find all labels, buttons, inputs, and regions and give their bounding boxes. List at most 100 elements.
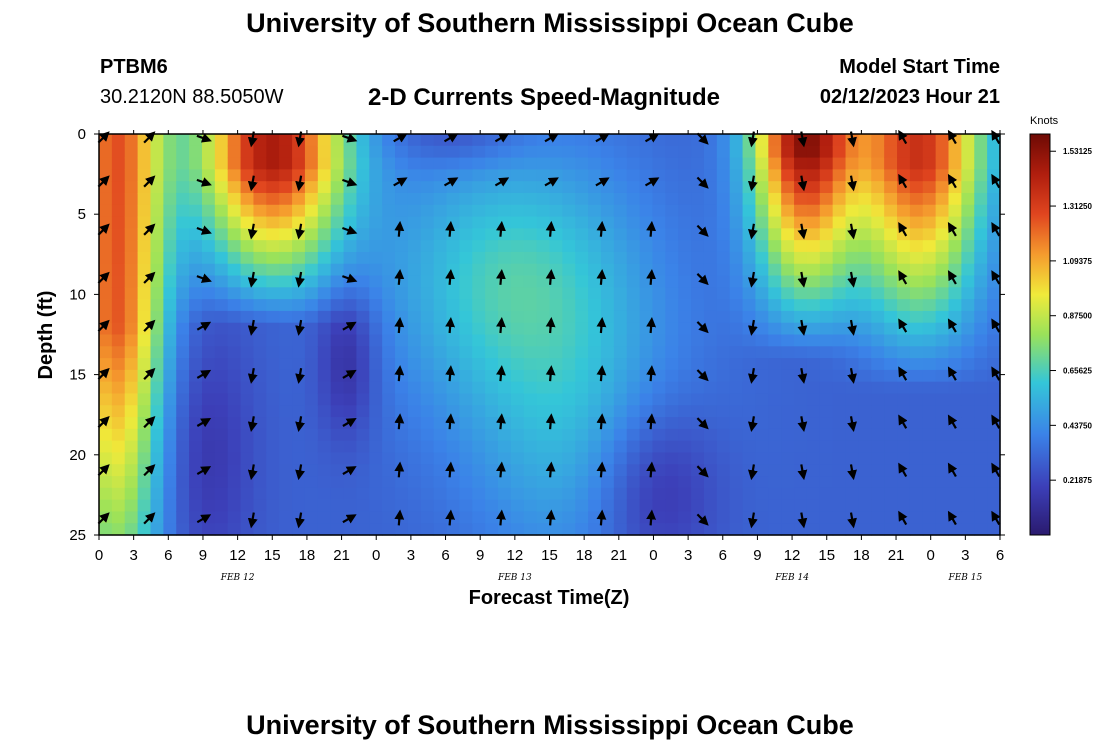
heat-cell [626, 487, 641, 501]
heat-cell [420, 204, 435, 218]
heat-cell [884, 476, 898, 489]
heat-cell [562, 358, 576, 371]
heat-cell [150, 499, 164, 513]
heat-cell [446, 216, 460, 229]
heat-cell [433, 228, 448, 241]
current-arrow [696, 132, 709, 145]
heat-cell [111, 251, 126, 265]
heat-cell [806, 417, 821, 430]
heat-cell [498, 476, 512, 489]
heat-cell [665, 310, 679, 324]
heat-cell [922, 299, 937, 312]
heat-cell [317, 417, 332, 430]
heat-cell [909, 440, 924, 454]
heat-cell [253, 322, 267, 336]
heat-cell [832, 287, 847, 300]
heat-cell [176, 181, 190, 194]
heat-cell [446, 287, 460, 300]
heat-cell [536, 216, 551, 229]
heat-cell [819, 181, 834, 194]
heat-cell [600, 393, 615, 406]
heat-cell [549, 452, 563, 465]
heat-cell [819, 334, 834, 347]
heat-cell [639, 381, 654, 395]
heat-cell [382, 334, 396, 347]
date-label: FEB 13 [497, 573, 532, 583]
heat-cell [562, 440, 576, 454]
heat-cell [201, 499, 216, 513]
heat-cell [974, 204, 988, 218]
heat-cell [665, 169, 679, 182]
heat-cell [626, 452, 641, 465]
current-arrow [545, 317, 556, 334]
heat-cell [510, 523, 525, 536]
heat-cell [266, 216, 280, 229]
heat-cell [137, 287, 152, 300]
heat-cell [536, 428, 551, 442]
heat-cell [626, 192, 641, 206]
heat-cell [111, 240, 126, 253]
heat-cell [845, 487, 860, 501]
heat-cell [279, 476, 293, 489]
x-tick-label: 6 [719, 547, 727, 564]
heat-cell [343, 523, 358, 536]
heat-cell [253, 440, 267, 454]
heat-cell [626, 134, 641, 147]
heat-cell [909, 240, 924, 253]
heat-cell [845, 287, 860, 300]
heat-cell [407, 134, 422, 147]
heat-cell [330, 428, 345, 442]
heat-cell [665, 228, 679, 241]
heat-cell [382, 240, 396, 253]
heat-cell [459, 251, 473, 265]
heat-cell [665, 499, 679, 513]
heat-cell [446, 334, 460, 347]
heat-cell [729, 228, 744, 241]
heat-cell [961, 405, 975, 418]
heat-cell [961, 452, 975, 465]
heat-cell [948, 346, 962, 359]
heat-cell [330, 134, 345, 147]
heat-cell [794, 369, 808, 383]
heat-cell [382, 381, 396, 395]
heat-cell [794, 134, 808, 147]
heat-cell [369, 181, 383, 194]
heat-cell [665, 134, 679, 147]
heat-cell [678, 240, 692, 253]
heat-cell [472, 169, 486, 182]
heat-cell [150, 169, 164, 182]
heat-cell [845, 452, 860, 465]
heat-cell [652, 251, 666, 265]
heat-cell [755, 251, 769, 265]
heat-cell [768, 393, 782, 406]
heat-cell [330, 405, 345, 418]
heat-cell [253, 157, 267, 170]
heat-cell [639, 476, 654, 489]
heat-cell [871, 251, 885, 265]
heat-cell [176, 134, 190, 147]
current-arrow [295, 223, 305, 240]
heat-cell [768, 476, 782, 489]
heat-cell [575, 464, 589, 477]
heat-cell [691, 476, 705, 489]
current-arrow [247, 416, 258, 433]
heat-cell [124, 393, 139, 406]
heat-cell [626, 287, 641, 300]
heat-cell [691, 204, 705, 218]
heat-cell [176, 428, 190, 442]
heat-cell [395, 381, 409, 395]
heat-cell [716, 334, 731, 347]
heat-cell [510, 393, 525, 406]
current-arrow [797, 368, 808, 384]
heat-cell [871, 393, 885, 406]
heat-cell [729, 240, 744, 253]
heat-cell [832, 381, 847, 395]
heat-cell [330, 251, 345, 265]
heat-cell [330, 169, 345, 182]
heat-cell [781, 251, 795, 265]
heat-cell [382, 287, 396, 300]
heat-cell [922, 393, 937, 406]
heat-cell [292, 240, 306, 253]
heat-cell [523, 181, 538, 194]
heat-cell [420, 393, 435, 406]
